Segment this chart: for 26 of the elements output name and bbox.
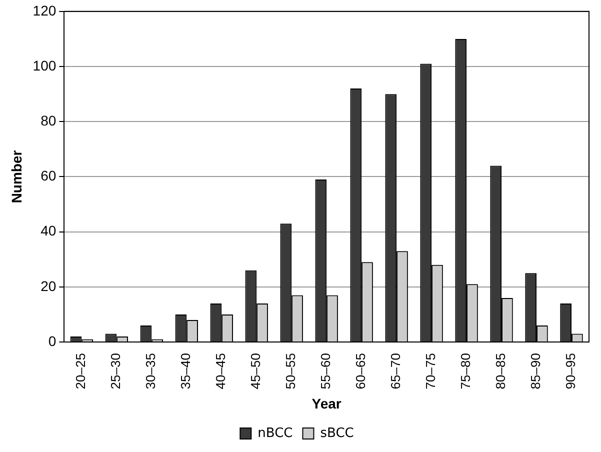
y-axis-title: Number xyxy=(8,150,24,204)
x-tick-label: 45–50 xyxy=(248,353,264,390)
x-axis-title: Year xyxy=(312,395,342,412)
legend-label: nBCC xyxy=(258,426,293,441)
x-tick-label: 60–65 xyxy=(353,353,368,390)
y-tick-label: 120 xyxy=(32,2,56,18)
x-tick-label: 30–35 xyxy=(143,353,158,390)
x-tick-label: 65–70 xyxy=(388,353,404,390)
x-tick-label: 35–40 xyxy=(178,353,194,390)
x-tick-label: 55–60 xyxy=(318,353,334,390)
y-tick-label: 0 xyxy=(48,332,56,349)
y-tick-label: 100 xyxy=(32,57,56,74)
x-tick-label: 40–45 xyxy=(213,353,228,390)
x-tick-label: 80–85 xyxy=(493,353,508,390)
x-tick-label: 20–25 xyxy=(73,353,88,390)
x-tick-label: 85–90 xyxy=(528,353,544,390)
x-tick-label: 25–30 xyxy=(108,353,124,390)
y-tick-label: 40 xyxy=(40,222,56,239)
y-tick-label: 80 xyxy=(40,112,56,128)
x-tick-label: 50–55 xyxy=(283,353,298,390)
x-tick-label: 75–80 xyxy=(458,353,474,390)
x-tick-label: 70–75 xyxy=(423,353,438,390)
legend-label: sBCC xyxy=(320,426,354,441)
x-tick-label: 90–95 xyxy=(563,353,578,390)
y-tick-label: 60 xyxy=(40,168,56,184)
y-tick-label: 20 xyxy=(40,278,56,294)
